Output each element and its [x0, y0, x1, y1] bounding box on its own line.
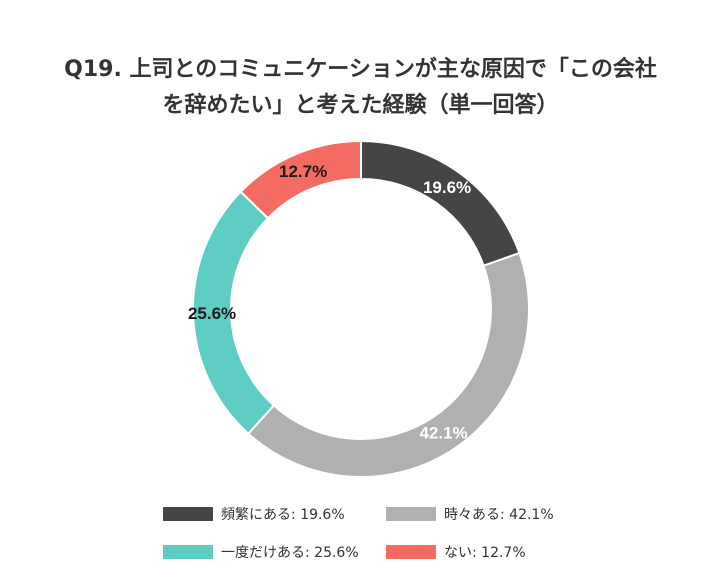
donut-slice-never: [239, 139, 362, 220]
donut-slice-frequently: [360, 139, 521, 268]
legend-label-sometimes: 時々ある: 42.1%: [444, 507, 554, 523]
chart-title: Q19. 上司とのコミュニケーションが主な原因で「この会社 を辞めたい」と考えた…: [0, 52, 721, 124]
chart-title-line-2: を辞めたい」と考えた経験（単一回答）: [162, 93, 559, 118]
legend-swatch-frequently: [163, 507, 213, 521]
legend-item-sometimes: 時々ある: 42.1%: [386, 504, 554, 524]
data-label-once: 25.6%: [188, 304, 236, 323]
legend-swatch-sometimes: [386, 507, 436, 521]
legend-label-frequently: 頻繁にある: 19.6%: [221, 507, 345, 523]
data-label-frequently: 19.6%: [423, 178, 471, 197]
legend-swatch-once: [163, 545, 213, 559]
legend-item-once: 一度だけある: 25.6%: [163, 542, 359, 562]
legend-label-once: 一度だけある: 25.6%: [221, 545, 359, 561]
legend-item-frequently: 頻繁にある: 19.6%: [163, 504, 345, 524]
data-label-never: 12.7%: [279, 162, 327, 181]
legend-label-never: ない: 12.7%: [444, 545, 526, 561]
data-label-sometimes: 42.1%: [419, 424, 467, 443]
legend-item-never: ない: 12.7%: [386, 542, 526, 562]
chart-title-line-1: Q19. 上司とのコミュニケーションが主な原因で「この会社: [64, 57, 657, 82]
legend-swatch-never: [386, 545, 436, 559]
donut-slice-sometimes: [246, 251, 530, 478]
